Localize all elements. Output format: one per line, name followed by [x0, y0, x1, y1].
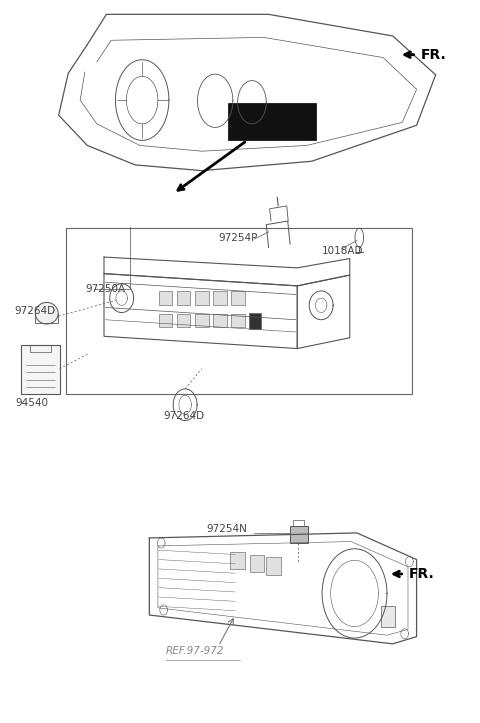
Bar — [213, 291, 227, 305]
Text: 97254P: 97254P — [218, 233, 258, 243]
Bar — [195, 314, 208, 327]
Bar — [231, 314, 245, 327]
Bar — [381, 607, 395, 627]
Bar — [177, 291, 191, 305]
Text: FR.: FR. — [420, 48, 446, 61]
Bar — [177, 314, 191, 327]
Text: 94540: 94540 — [16, 398, 48, 408]
Bar — [159, 291, 172, 305]
Bar — [159, 314, 172, 327]
Text: 97250A: 97250A — [85, 284, 125, 294]
Bar — [22, 345, 60, 394]
Bar — [266, 557, 281, 575]
Bar — [66, 228, 412, 394]
Bar — [195, 291, 208, 305]
Text: REF.97-972: REF.97-972 — [166, 646, 225, 656]
Text: 97254N: 97254N — [206, 523, 248, 534]
Bar — [228, 103, 316, 140]
Bar — [250, 555, 264, 572]
Bar — [290, 526, 308, 543]
Text: 97264D: 97264D — [164, 411, 205, 421]
Bar — [231, 291, 245, 305]
Text: FR.: FR. — [408, 567, 434, 581]
Bar — [230, 552, 245, 569]
Bar — [213, 314, 227, 327]
Text: 1018AD: 1018AD — [322, 246, 363, 256]
Text: 97264D: 97264D — [15, 306, 56, 316]
Bar — [249, 313, 261, 329]
Ellipse shape — [35, 302, 58, 324]
